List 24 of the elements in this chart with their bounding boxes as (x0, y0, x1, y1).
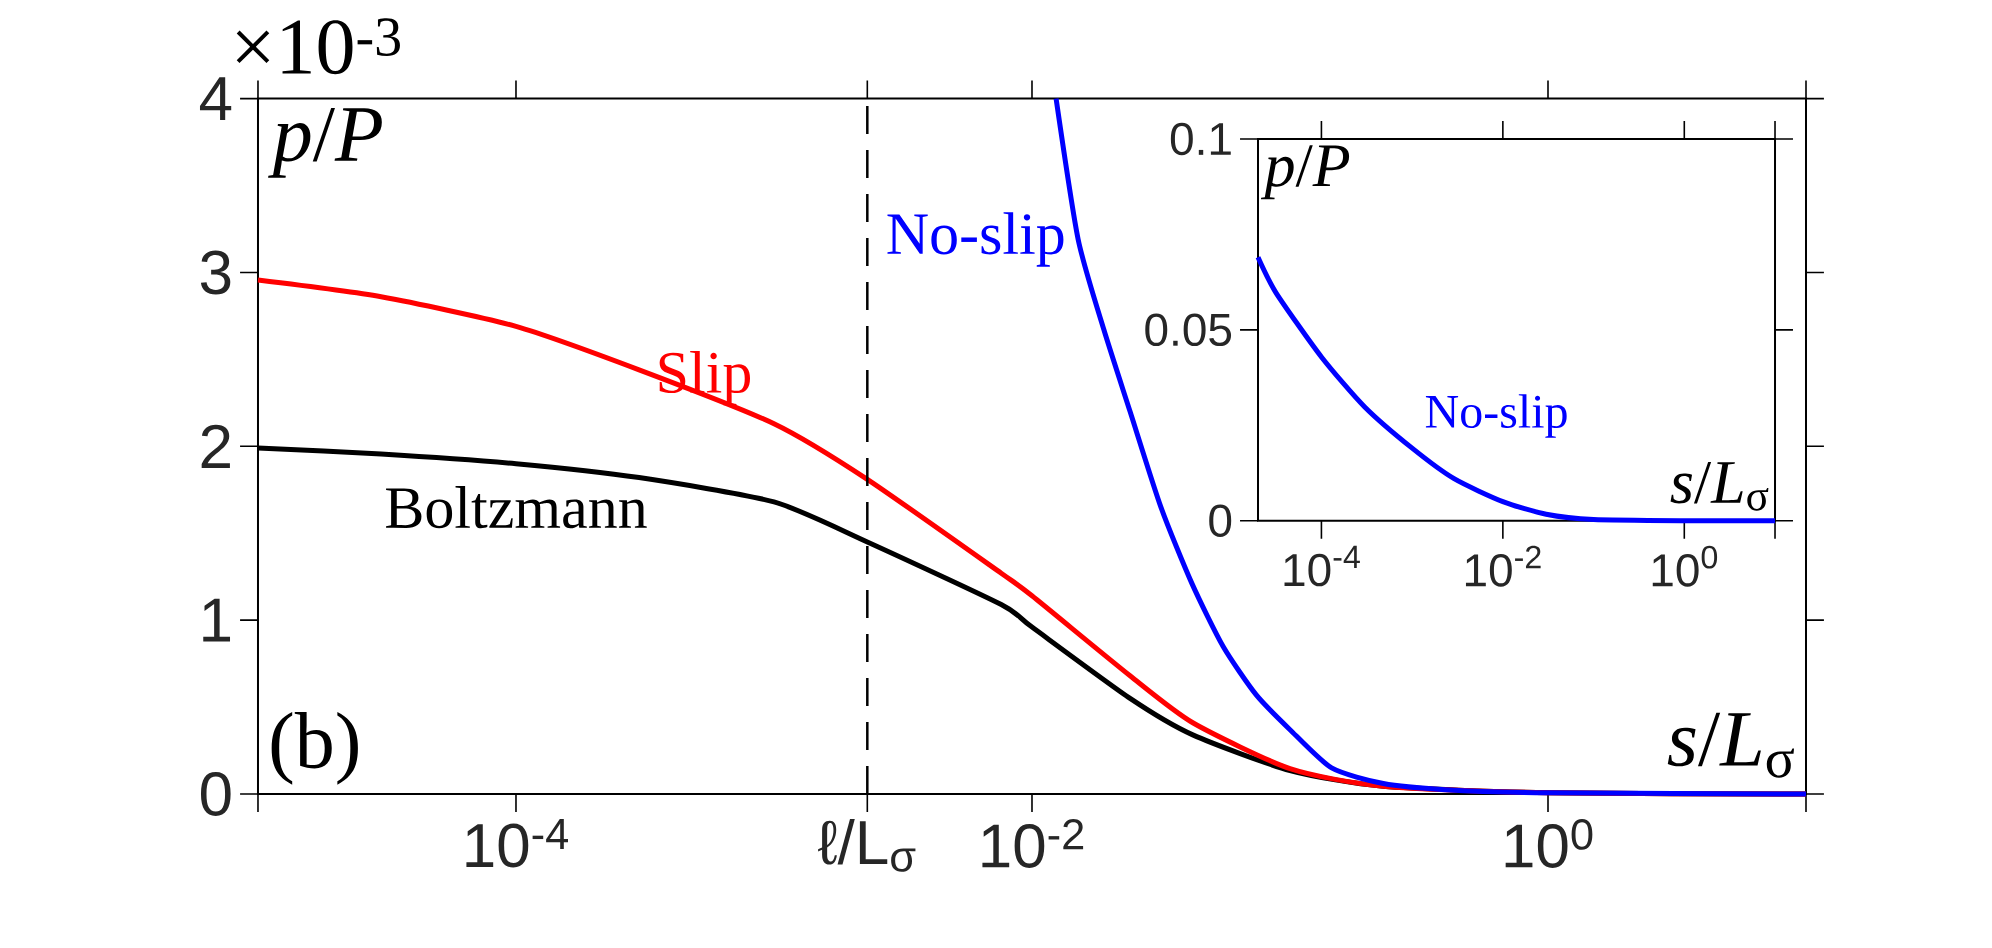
y-tick-label: 2 (201, 424, 230, 468)
series-label: Boltzmann (386, 486, 647, 529)
x-axis-title: s/L$_{σ}$ (1670, 461, 1769, 511)
series-label: No-slip (1425, 394, 1567, 438)
x-tick-label: 10$^{-4}$ (1284, 545, 1360, 587)
y-tick-label: 3 (200, 250, 231, 295)
y-tick-label: 1 (203, 598, 231, 642)
annotation: (b) (271, 712, 358, 785)
text: ×10$^{-3}$ (236, 18, 400, 75)
y-axis-title: p/P (268, 107, 382, 178)
x-tick-label: 10$^{0}$ (1505, 819, 1593, 868)
x-axis-title: s/L$_{σ}$ (1667, 712, 1795, 778)
y-tick-label: 0 (1209, 504, 1232, 537)
y-tick-label: 0 (200, 772, 231, 816)
series-label: No-slip (887, 212, 1064, 267)
y-tick-label: 0.1 (1170, 122, 1231, 156)
x-tick-label: 10$^{-2}$ (1465, 545, 1541, 587)
y-tick-label: 4 (199, 77, 232, 120)
x-tick-label: 10$^{-2}$ (982, 819, 1084, 868)
y-axis-title: p/P (1260, 145, 1350, 200)
x-tick-label: 10$^{0}$ (1652, 545, 1718, 587)
x-tick-label: 10$^{-4}$ (466, 819, 568, 868)
y-tick-label: 0.05 (1145, 313, 1232, 347)
x-tick-label: ℓ/L$_{σ}$ (818, 819, 916, 872)
